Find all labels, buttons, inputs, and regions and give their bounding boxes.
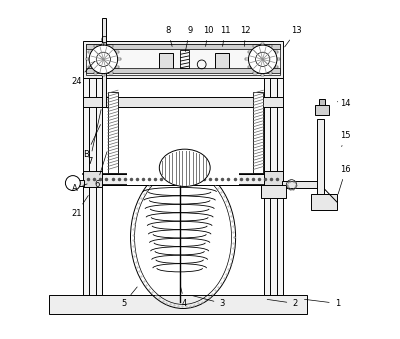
Bar <box>319 99 326 105</box>
Bar <box>311 194 337 210</box>
Text: 9: 9 <box>185 26 192 52</box>
Bar <box>246 58 249 60</box>
Bar <box>83 41 283 78</box>
Bar <box>102 43 105 45</box>
Bar <box>115 66 118 68</box>
Bar <box>261 74 264 76</box>
Bar <box>215 53 229 69</box>
Circle shape <box>89 45 118 74</box>
Text: A: A <box>72 184 87 193</box>
Text: 15: 15 <box>340 131 351 146</box>
Bar <box>253 72 257 74</box>
Bar <box>86 58 90 60</box>
Text: 4: 4 <box>180 286 187 308</box>
Bar <box>83 97 283 107</box>
Bar <box>261 43 264 45</box>
Text: 2: 2 <box>267 299 298 308</box>
Bar <box>315 105 329 115</box>
Bar <box>277 58 280 60</box>
Text: 11: 11 <box>220 26 231 46</box>
Text: 6: 6 <box>94 152 107 189</box>
Bar <box>94 45 97 47</box>
Bar <box>94 72 97 74</box>
Text: 1: 1 <box>304 299 340 308</box>
Bar <box>102 74 105 76</box>
Bar <box>86 44 280 49</box>
Text: 12: 12 <box>240 26 251 46</box>
Text: 8: 8 <box>165 26 172 46</box>
Bar <box>88 51 92 53</box>
Ellipse shape <box>159 149 210 186</box>
Bar <box>68 180 84 186</box>
Circle shape <box>248 45 277 74</box>
Bar <box>261 185 286 198</box>
Bar <box>108 92 118 173</box>
Bar <box>83 78 102 295</box>
Bar <box>117 58 121 60</box>
Bar <box>102 18 106 107</box>
Text: 21: 21 <box>71 196 88 218</box>
Text: 3: 3 <box>192 296 225 308</box>
Bar <box>83 174 283 185</box>
Text: 7: 7 <box>87 109 101 165</box>
Bar <box>274 51 278 53</box>
Bar <box>274 66 278 68</box>
Bar <box>282 181 320 188</box>
Bar <box>86 44 280 75</box>
Bar <box>253 45 257 47</box>
Bar <box>88 66 92 68</box>
Bar <box>269 45 272 47</box>
Bar <box>83 171 102 187</box>
Bar <box>115 51 118 53</box>
Bar <box>253 92 263 173</box>
Bar <box>248 66 251 68</box>
Bar <box>127 134 239 185</box>
Bar <box>264 171 283 187</box>
Text: 14: 14 <box>337 99 351 108</box>
Bar <box>180 50 189 68</box>
Text: 10: 10 <box>203 26 214 46</box>
Text: C: C <box>100 36 106 45</box>
Text: 24: 24 <box>71 61 95 86</box>
Text: 16: 16 <box>338 165 351 194</box>
Bar <box>110 45 113 47</box>
Bar <box>269 72 272 74</box>
Bar <box>86 68 280 73</box>
Bar <box>248 51 251 53</box>
Bar <box>317 119 324 194</box>
Bar <box>159 53 173 69</box>
Bar <box>264 78 283 295</box>
Circle shape <box>66 176 80 191</box>
Bar <box>49 295 307 314</box>
Text: 5: 5 <box>121 287 137 308</box>
Text: 13: 13 <box>285 26 302 47</box>
Bar <box>110 72 113 74</box>
Text: B: B <box>84 124 100 159</box>
